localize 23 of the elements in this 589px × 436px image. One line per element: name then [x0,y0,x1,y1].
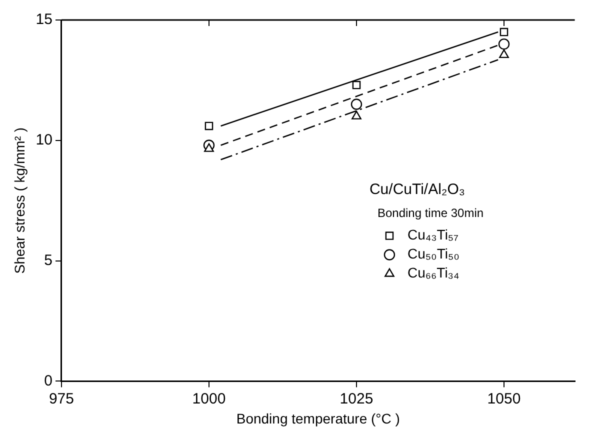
y-tick-label: 0 [44,372,52,390]
y-tick-label: 10 [36,132,52,149]
legend-label: Cu₄₃Ti₅₇ [407,226,459,243]
point [352,80,361,90]
legend-title: Cu/CuTi/Al₂O₃ [369,180,466,198]
x-tick-label: 1050 [487,390,521,408]
point [204,122,214,130]
point [350,98,362,110]
annotation: Bonding time 30min [377,206,484,220]
y-tick-label: 15 [36,11,52,28]
x-tick-label: 1000 [192,390,226,408]
legend-label: Cu₅₀Ti₅₀ [407,246,460,262]
x-axis-title: Bonding temperature (°C ) [236,410,400,426]
y-tick-label: 5 [44,252,52,269]
point [499,49,509,58]
legend-label: Cu₆₆Ti₃₄ [407,264,460,281]
point [498,38,510,50]
point [204,143,214,152]
point [352,110,362,120]
x-tick-label: 975 [48,390,74,408]
x-tick-label: 1025 [340,390,374,408]
point [500,28,508,36]
y-axis-title: Shear stress ( kg/mm² ) [11,127,28,274]
